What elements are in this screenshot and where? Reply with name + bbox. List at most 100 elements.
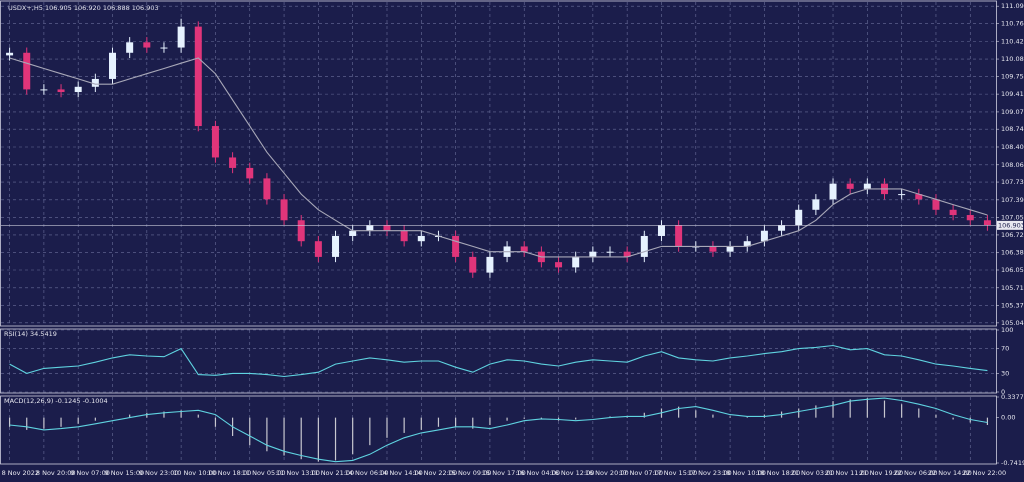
candle-body <box>400 230 408 242</box>
rsi-line <box>9 344 988 378</box>
candle-body <box>966 215 974 221</box>
x-tick-label: 14 Nov 06:00 <box>345 469 389 477</box>
candle-body <box>657 225 665 236</box>
y-tick-label: 106.380 <box>1001 249 1024 257</box>
candle-body <box>332 235 340 257</box>
x-tick-label: 17 Nov 23:00 <box>688 469 732 477</box>
y-tick-label: 106.050 <box>1001 266 1024 274</box>
candle-body <box>246 167 254 179</box>
candle-body <box>778 225 786 231</box>
candle-body <box>314 241 322 257</box>
x-tick-label: 11 Nov 13:00 <box>276 469 320 477</box>
candle-body <box>743 241 751 247</box>
candle-body <box>6 52 14 56</box>
candle-body <box>40 89 48 91</box>
candle-body <box>675 225 683 247</box>
candle-body <box>91 78 99 87</box>
x-tick-label: 9 Nov 15:00 <box>105 469 145 477</box>
y-tick-label: 108.060 <box>1001 161 1024 169</box>
candle-body <box>366 225 374 231</box>
x-tick-label: 16 Nov 12:00 <box>551 469 595 477</box>
candle-body <box>812 199 820 210</box>
candle-body <box>280 199 288 221</box>
candle-body <box>949 209 957 216</box>
candle-body <box>863 183 871 189</box>
x-tick-label: 11 Nov 05:00 <box>242 469 286 477</box>
x-tick-label: 11 Nov 21:00 <box>310 469 354 477</box>
candle-body <box>555 262 563 268</box>
candle-body <box>263 178 271 200</box>
y-tick-label: 100 <box>1001 326 1013 334</box>
y-tick-label: 110.420 <box>1001 37 1024 45</box>
macd-pane <box>0 395 997 465</box>
x-tick-label: 22 Nov 22:00 <box>962 469 1006 477</box>
y-tick-label: 109.410 <box>1001 90 1024 98</box>
x-tick-label: 8 Nov 20:00 <box>36 469 76 477</box>
rsi-pane <box>0 328 997 394</box>
x-tick-label: 22 Nov 06:00 <box>894 469 938 477</box>
y-tick-label: 105.710 <box>1001 284 1024 292</box>
x-tick-label: 14 Nov 22:00 <box>413 469 457 477</box>
candle-body <box>589 251 597 257</box>
candle-body <box>983 220 991 226</box>
last-price-label: 106.903 <box>998 221 1024 229</box>
candle-body <box>417 235 425 242</box>
signal-line <box>9 397 988 463</box>
candle-body <box>160 47 168 49</box>
y-tick-label: 106.720 <box>1001 231 1024 239</box>
candle-body <box>57 89 65 93</box>
candle-body <box>726 246 734 252</box>
x-tick-label: 15 Nov 17:00 <box>482 469 526 477</box>
x-tick-label: 18 Nov 10:00 <box>722 469 766 477</box>
x-tick-label: 9 Nov 07:00 <box>70 469 110 477</box>
candle-body <box>623 251 631 257</box>
candle-body <box>383 225 391 231</box>
candle-body <box>109 52 117 79</box>
x-tick-label: 8 Nov 2022 <box>2 469 40 477</box>
y-tick-label: 0.3377 <box>1001 393 1024 401</box>
candle-body <box>486 256 494 273</box>
y-tick-label: 109.750 <box>1001 72 1024 80</box>
candle-body <box>846 183 854 189</box>
candle-body <box>520 246 528 252</box>
candle-body <box>126 42 134 53</box>
candle-body <box>194 26 202 127</box>
y-tick-label: 30 <box>1001 369 1009 377</box>
macd-title: MACD(12,26,9) -0.1245 -0.1004 <box>4 397 108 405</box>
y-tick-label: 107.050 <box>1001 214 1024 222</box>
moving-average <box>9 57 988 258</box>
x-tick-label: 10 Nov 10:00 <box>173 469 217 477</box>
y-tick-label: 108.740 <box>1001 125 1024 133</box>
candle-body <box>760 230 768 242</box>
x-tick-label: 9 Nov 23:00 <box>139 469 179 477</box>
x-tick-label: 21 Nov 19:00 <box>859 469 903 477</box>
y-tick-label: 105.370 <box>1001 302 1024 310</box>
y-tick-label: 109.070 <box>1001 108 1024 116</box>
rsi-title: RSI(14) 34.5419 <box>4 330 57 338</box>
y-tick-label: -0.7419 <box>1001 459 1024 467</box>
y-tick-label: 111.090 <box>1001 2 1024 10</box>
candle-body <box>606 251 614 253</box>
x-tick-label: 16 Nov 04:00 <box>516 469 560 477</box>
x-tick-label: 17 Nov 15:00 <box>653 469 697 477</box>
candle-body <box>143 42 151 48</box>
candle-body <box>469 256 477 273</box>
candle-body <box>229 157 237 168</box>
candle-body <box>898 194 906 196</box>
candle-body <box>211 126 219 158</box>
candle-body <box>932 199 940 210</box>
y-tick-label: 0 <box>1001 388 1005 396</box>
candle-body <box>349 230 357 236</box>
candle-body <box>829 183 837 200</box>
y-tick-label: 110.080 <box>1001 55 1024 63</box>
x-tick-label: 14 Nov 14:00 <box>379 469 423 477</box>
candle-body <box>795 209 803 226</box>
candle-body <box>452 235 460 257</box>
chart-title: USDX+,H5 106.905 106.920 106.888 106.903 <box>8 4 159 12</box>
candle-body <box>709 246 717 252</box>
y-tick-label: 108.400 <box>1001 143 1024 151</box>
candle-body <box>572 256 580 268</box>
y-tick-label: 107.390 <box>1001 196 1024 204</box>
candle-body <box>177 26 185 48</box>
